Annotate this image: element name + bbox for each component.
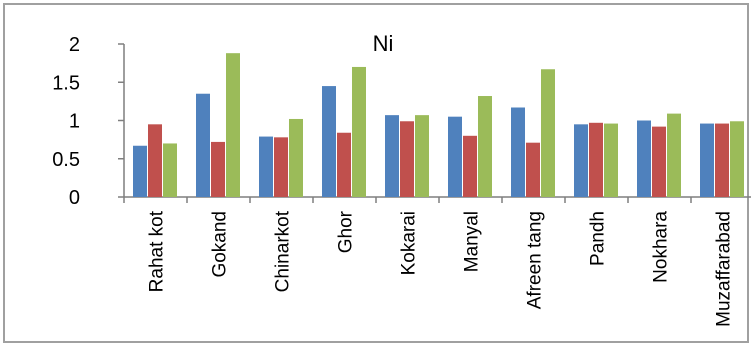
bar: [715, 123, 729, 197]
bar: [259, 136, 273, 197]
x-tick-label: Afreen tang: [525, 211, 546, 309]
bar: [448, 116, 462, 197]
y-tick-label: 0: [69, 187, 80, 209]
bar: [322, 86, 336, 197]
bar: [274, 137, 288, 197]
bar: [463, 135, 477, 197]
x-tick-label: Kokarai: [399, 211, 420, 275]
bar: [700, 123, 714, 197]
bar: [352, 66, 366, 197]
y-tick-label: 1: [69, 111, 80, 133]
x-tick-label: Nokhara: [651, 211, 672, 283]
bar: [541, 69, 555, 197]
bar: [589, 122, 603, 197]
x-tick-label: Chinarkot: [273, 210, 294, 292]
x-tick-label: Rahat kot: [147, 210, 168, 292]
chart-title: Ni: [373, 31, 394, 56]
bar: [652, 126, 666, 197]
bar: [289, 118, 303, 197]
bar: [574, 124, 588, 197]
x-tick-label: Pandh: [588, 211, 609, 266]
bar: [415, 115, 429, 197]
y-tick-label: 0.5: [52, 149, 80, 171]
bar: [730, 121, 744, 197]
bar: [400, 121, 414, 197]
x-tick-label: Gokand: [210, 211, 231, 278]
bar: [133, 145, 147, 197]
x-tick-label: Manyal: [462, 211, 483, 272]
y-axis: 0 0.5 1 1.5 2: [52, 34, 125, 209]
bar: [385, 115, 399, 197]
bar: [478, 96, 492, 197]
bar: [337, 132, 351, 197]
x-tick-label: Muzaffarabad: [714, 211, 735, 327]
bar: [196, 93, 210, 197]
x-axis: Rahat kot Gokand Chinarkot Ghor Kokarai Manya…: [123, 196, 751, 327]
bar: [637, 120, 651, 197]
y-tick-label: 2: [69, 34, 80, 56]
bar: [148, 124, 162, 197]
bar: [226, 53, 240, 198]
bar: [211, 141, 225, 197]
x-tick-label: Ghor: [336, 210, 357, 253]
bars-group: [133, 53, 744, 198]
bar: [511, 107, 525, 197]
bar: [667, 113, 681, 197]
bar: [526, 142, 540, 197]
bar: [604, 123, 618, 197]
chart-frame: [3, 3, 749, 343]
y-tick-label: 1.5: [52, 72, 80, 94]
bar: [163, 143, 177, 197]
